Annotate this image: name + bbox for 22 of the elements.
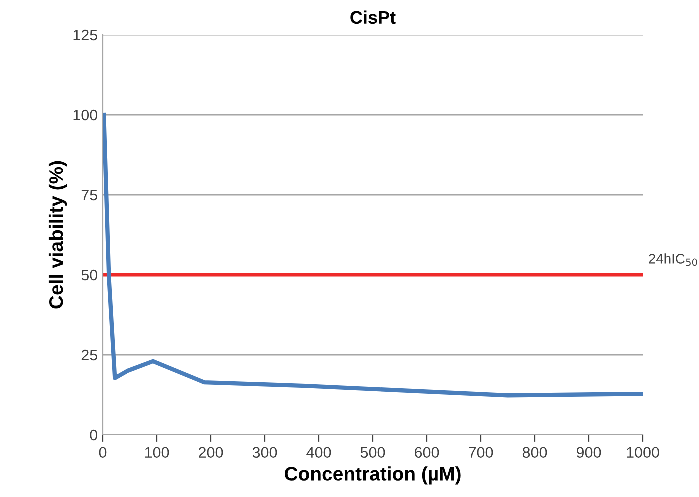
x-tick-label: 0 xyxy=(99,447,107,458)
y-tick-label: 0 xyxy=(90,430,98,441)
y-tick-label: 125 xyxy=(74,30,98,41)
x-tick-label: 100 xyxy=(145,447,170,458)
x-axis-title: Concentration (µM) xyxy=(285,466,461,485)
x-tick-label: 800 xyxy=(522,447,548,458)
y-tick-label: 75 xyxy=(82,190,98,201)
x-tick-label: 900 xyxy=(576,447,602,458)
line-series xyxy=(103,112,643,398)
chart-title: CisPt xyxy=(350,10,396,24)
ref-line-label: 24hIC$_{50}$ xyxy=(649,254,698,266)
y-tick-label: 25 xyxy=(82,350,98,361)
x-tick-label: 1000 xyxy=(627,447,660,458)
x-tick-label: 700 xyxy=(469,447,494,458)
x-tick-label: 600 xyxy=(415,447,440,458)
x-tick-label: 300 xyxy=(252,447,278,458)
y-axis-title: Cell viability (%) xyxy=(48,161,68,309)
x-tick-label: 400 xyxy=(306,447,332,458)
x-tick-label: 200 xyxy=(199,447,224,458)
x-tick-label: 500 xyxy=(360,447,386,458)
y-tick-label: 100 xyxy=(74,110,98,121)
y-tick-label: 50 xyxy=(82,270,98,281)
